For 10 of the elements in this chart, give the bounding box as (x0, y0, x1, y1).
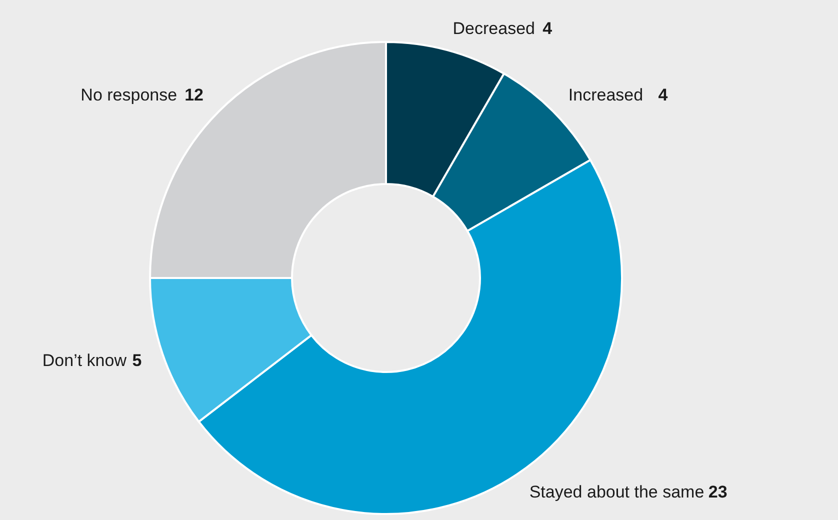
data-label: 23 (708, 482, 728, 502)
data-label: 4 (542, 18, 553, 38)
slice-label: Don’t know (42, 350, 128, 370)
data-label: 4 (658, 86, 668, 105)
slice-label: No response (80, 86, 178, 105)
slice-label: Increased (568, 86, 644, 105)
data-label: 5 (132, 350, 142, 370)
data-label: 12 (184, 86, 204, 105)
slice-label: Stayed about the same (529, 482, 704, 502)
slice-label: Decreased (452, 18, 535, 38)
